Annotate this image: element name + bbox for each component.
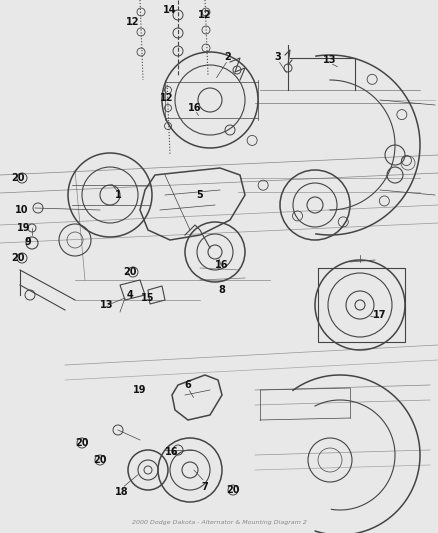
Text: 13: 13 bbox=[323, 55, 337, 65]
Text: 12: 12 bbox=[198, 10, 212, 20]
Text: 8: 8 bbox=[219, 285, 226, 295]
Text: 19: 19 bbox=[133, 385, 147, 395]
Text: 4: 4 bbox=[127, 290, 134, 300]
Text: 18: 18 bbox=[115, 487, 129, 497]
Text: 20: 20 bbox=[75, 438, 89, 448]
Text: 2000 Dodge Dakota - Alternator & Mounting Diagram 2: 2000 Dodge Dakota - Alternator & Mountin… bbox=[131, 520, 307, 525]
Text: 14: 14 bbox=[163, 5, 177, 15]
Text: 5: 5 bbox=[197, 190, 203, 200]
Text: 2: 2 bbox=[225, 52, 231, 62]
Text: 20: 20 bbox=[226, 485, 240, 495]
Text: 20: 20 bbox=[11, 173, 25, 183]
Text: 12: 12 bbox=[126, 17, 140, 27]
Text: 10: 10 bbox=[15, 205, 29, 215]
Text: 16: 16 bbox=[188, 103, 202, 113]
Text: 6: 6 bbox=[185, 380, 191, 390]
Text: 16: 16 bbox=[215, 260, 229, 270]
Text: 17: 17 bbox=[373, 310, 387, 320]
Text: 20: 20 bbox=[123, 267, 137, 277]
Text: 15: 15 bbox=[141, 293, 155, 303]
Text: 16: 16 bbox=[165, 447, 179, 457]
Text: 3: 3 bbox=[275, 52, 281, 62]
Text: 20: 20 bbox=[11, 253, 25, 263]
Text: 1: 1 bbox=[115, 190, 121, 200]
Text: 19: 19 bbox=[17, 223, 31, 233]
Text: 20: 20 bbox=[93, 455, 107, 465]
Text: 12: 12 bbox=[160, 93, 174, 103]
Text: 7: 7 bbox=[201, 482, 208, 492]
Text: 9: 9 bbox=[25, 237, 32, 247]
Text: 13: 13 bbox=[100, 300, 114, 310]
